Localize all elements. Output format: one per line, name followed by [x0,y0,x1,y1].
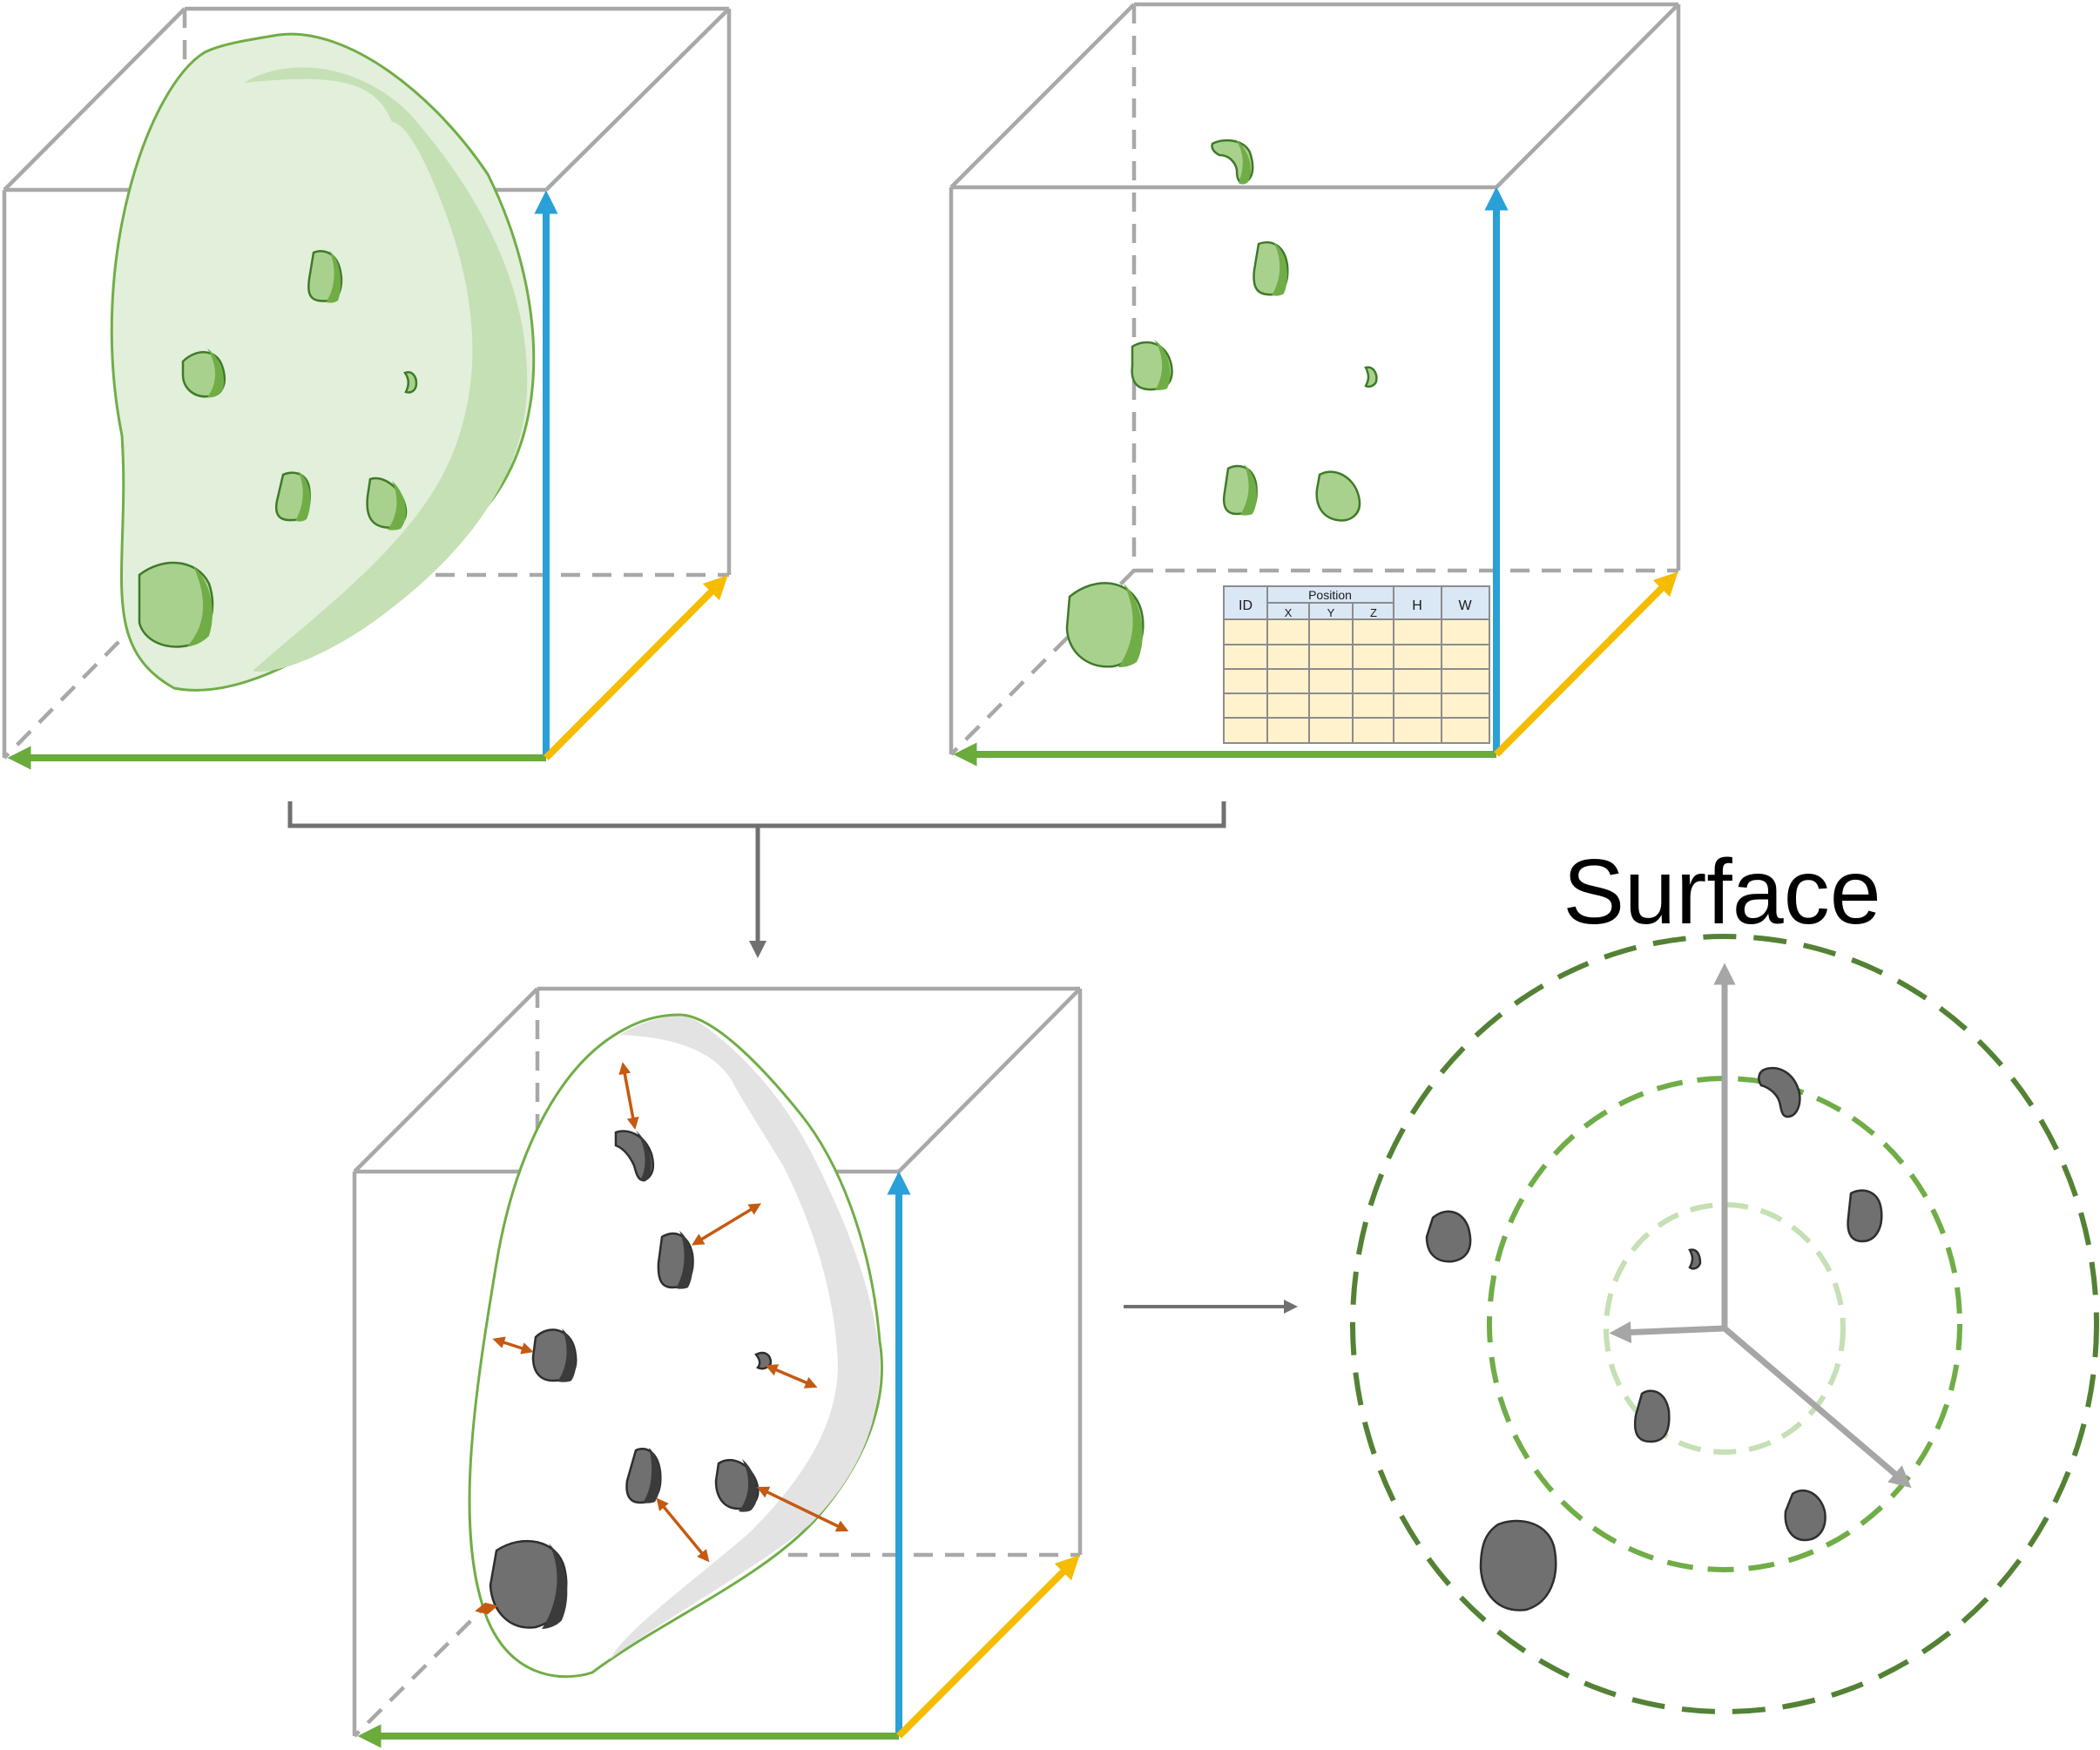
panel-surface-rings: Surface [1350,841,2099,1714]
nodule [1847,1189,1883,1243]
nodule [625,1448,662,1504]
nodule [403,371,418,394]
merge-bracket [287,801,1226,958]
nodule [1211,139,1254,185]
nodule [1425,1210,1472,1263]
distance-arrows [475,1062,849,1615]
nodule [307,250,343,303]
distance-arrow [765,1364,818,1389]
cube-wireframe [949,2,1681,756]
panel-nodule-volume: ID Position X Y Z H W [949,2,1681,767]
ring-outer [1350,934,2099,1714]
ring-axes [1609,963,1912,1489]
table-header-w: W [1458,598,1472,613]
nodule-table: ID Position X Y Z H W [1223,585,1490,744]
ring-nodules [1425,1066,1883,1611]
depth-axis-arrow [544,575,728,760]
table-header-z: Z [1370,606,1377,619]
distance-arrow [475,1602,498,1615]
nodule [138,561,214,648]
nodule [1758,1066,1801,1118]
table-header-y: Y [1327,606,1335,619]
nodule [657,1231,694,1289]
distance-arrow [618,1062,639,1130]
axes [953,186,1678,767]
nodule [1315,470,1361,522]
nodules [1065,139,1378,668]
ring-inner [1604,1202,1846,1455]
nodule [714,1458,760,1512]
table-header-x: X [1285,606,1293,619]
nodule [275,471,311,522]
axes [357,1171,1080,1748]
organ-shape [110,32,536,692]
gray-nodules [489,1130,773,1629]
nodule [1065,582,1145,668]
nodules [138,250,418,648]
nodule [1634,1389,1671,1443]
nodule [1479,1519,1557,1611]
table-header-h: H [1412,598,1422,613]
panel-organ-volume [2,6,732,770]
distance-arrow [656,1497,710,1563]
surface-label: Surface [1563,841,1881,943]
nodule [1784,1489,1827,1542]
ring-middle [1487,1076,1962,1572]
nodule [181,348,226,398]
panel-distance-to-surface [352,986,1083,1748]
nodule [1253,241,1289,296]
depth-axis-arrow [1494,571,1678,757]
axes [7,190,728,770]
depth-axis-arrow [896,1555,1080,1739]
nodule [1222,464,1258,516]
nodule [614,1130,655,1182]
table-header-id: ID [1239,598,1253,613]
nodule [489,1539,568,1629]
nodule [1688,1248,1702,1270]
distance-arrow [492,1336,534,1355]
nodule [366,476,408,530]
nodule [1131,340,1173,391]
rings [1350,934,2099,1714]
distance-arrow [756,1486,849,1532]
nodule [531,1328,577,1382]
nodule [754,1351,773,1370]
table-header-position: Position [1308,588,1352,602]
nodule [1364,366,1378,389]
distance-arrow [692,1203,761,1246]
